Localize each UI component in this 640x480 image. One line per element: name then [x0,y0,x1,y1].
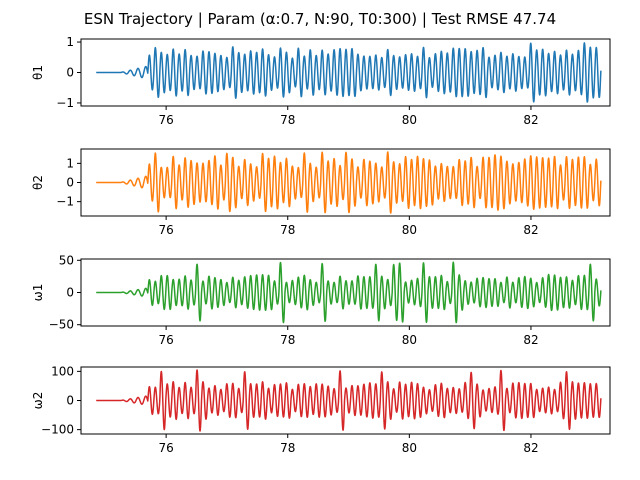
omega2-ylabel: ω2 [31,392,45,410]
theta1-panel: 76 78 80 82 1 0 −1 θ1 [31,35,611,127]
figure-title: ESN Trajectory | Param (α:0.7, N:90, T0:… [84,10,556,28]
theta2-ytick-label: −1 [56,195,74,209]
theta2-ytick-label: 0 [66,176,74,190]
theta1-xtick-label: 76 [158,113,173,127]
omega2-ytick-label: −100 [41,423,74,437]
omega1-panel: 76 78 80 82 50 0 −50 ω1 [31,253,611,347]
omega1-xtick-label: 80 [402,333,417,347]
theta1-ylabel: θ1 [31,65,45,80]
omega2-ytick-label: 0 [66,394,74,408]
theta2-xtick-label: 80 [402,223,417,237]
theta2-xtick-label: 78 [280,223,295,237]
omega1-ytick-label: −50 [49,318,74,332]
omega2-series-line [95,369,602,432]
theta2-xtick-label: 76 [158,223,173,237]
omega2-xtick-label: 78 [280,441,295,455]
theta1-xtick-label: 78 [280,113,295,127]
omega2-panel: 76 78 80 82 100 0 −100 ω2 [31,364,611,455]
omega1-xtick-label: 78 [280,333,295,347]
omega1-xtick-label: 82 [523,333,538,347]
theta2-ylabel: θ2 [31,175,45,190]
theta2-series-line [95,151,602,214]
omega2-xtick-label: 82 [523,441,538,455]
omega1-ytick-label: 50 [59,253,74,267]
omega2-ytick-label: 100 [51,364,74,378]
omega1-xtick-label: 76 [158,333,173,347]
theta2-panel: 76 78 80 82 1 0 −1 θ2 [31,148,611,237]
theta1-xtick-label: 80 [402,113,417,127]
omega1-ylabel: ω1 [31,284,45,302]
theta2-xtick-label: 82 [523,223,538,237]
omega1-ytick-label: 0 [66,286,74,300]
theta1-ytick-label: 0 [66,66,74,80]
omega2-xtick-label: 80 [402,441,417,455]
subplots: 76 78 80 82 1 0 −1 θ1 76 78 80 82 1 0 −1 θ2 76 78 80 82 50 0 −… [31,35,611,455]
theta1-ytick-label: −1 [56,96,74,110]
theta1-xtick-label: 82 [523,113,538,127]
theta1-series-line [95,42,602,103]
omega2-xtick-label: 76 [158,441,173,455]
theta2-ytick-label: 1 [66,156,74,170]
omega1-series-line [95,261,602,324]
theta1-ytick-label: 1 [66,35,74,49]
